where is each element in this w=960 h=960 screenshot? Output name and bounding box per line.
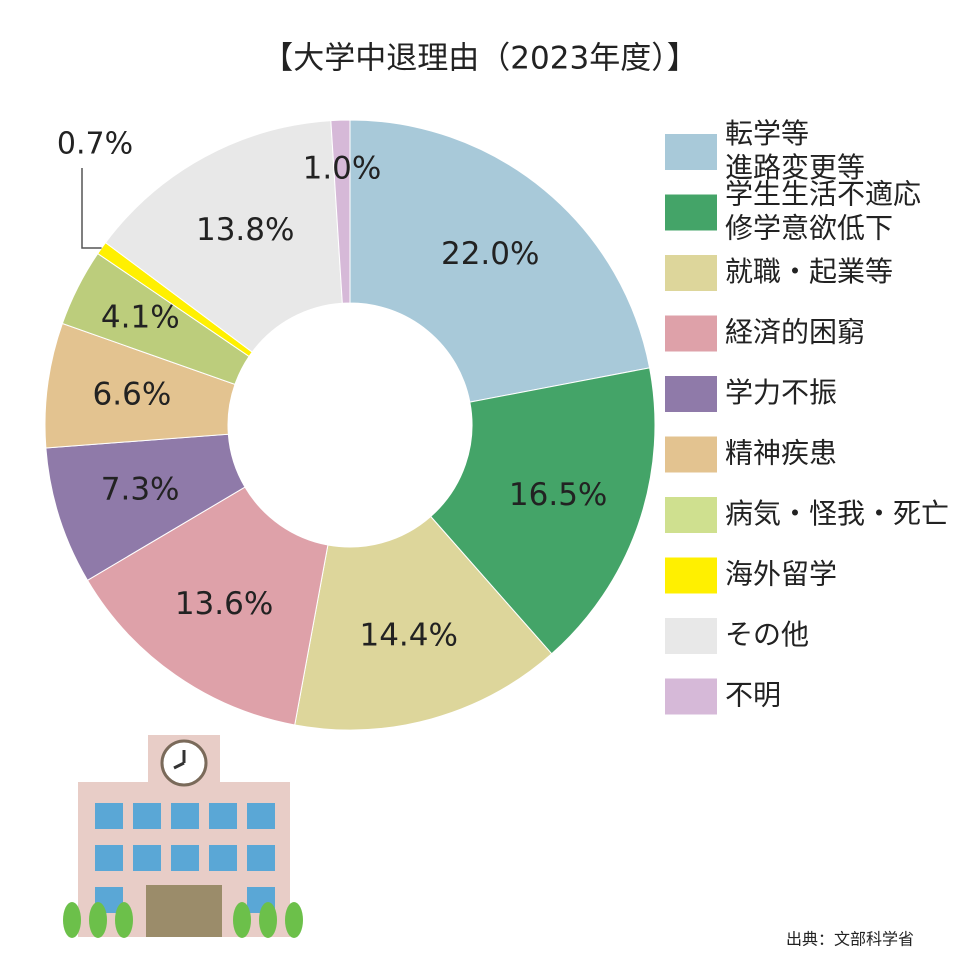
donut-slice [294,515,553,731]
legend-label: その他 [725,618,809,651]
legend-swatch [665,376,717,412]
legend-swatch [665,497,717,533]
legend-swatch [665,678,717,715]
source-note: 出典：文部科学省 [786,930,914,949]
donut-slice [349,119,651,403]
building-illustration [63,735,303,938]
legend-swatch [665,436,717,473]
data-label: 4.1% [101,299,180,335]
data-label: 7.3% [101,472,180,508]
legend-label: 不明 [725,679,781,712]
data-label: 13.6% [175,586,273,622]
legend-swatch [665,194,717,231]
legend-swatch [665,618,717,654]
legend-swatch [665,134,717,170]
legend-label: 学生生活不適応修学意欲低下 [725,178,921,245]
entrance [146,885,222,937]
donut-slice [429,367,656,655]
data-label: 14.4% [359,618,457,654]
data-label: 13.8% [196,212,294,248]
legend-label: 転学等進路変更等 [725,117,865,184]
legend-label: 学力不振 [725,376,837,409]
clock-hands [173,750,186,770]
legend-label: 海外留学 [725,558,837,591]
data-label: 1.0% [303,151,382,187]
data-label: 22.0% [441,236,539,272]
legend-label: 精神疾患 [725,437,837,470]
data-label: 16.5% [509,477,607,513]
trees [63,902,303,938]
donut-slice [104,120,343,353]
legend-swatch [665,315,717,352]
donut-slice [330,119,351,304]
legend-swatch [665,255,717,291]
legend-label: 病気・怪我・死亡 [725,497,949,530]
legend-label: 経済的困窮 [725,316,865,349]
chart-title: 【大学中退理由（2023年度）】 [262,41,697,77]
legend-label: 就職・起業等 [725,255,893,288]
data-label: 6.6% [93,377,172,413]
donut-slice [86,486,329,726]
legend-swatch [665,557,717,594]
leader-line [81,168,102,249]
data-label: 0.7% [57,127,133,162]
